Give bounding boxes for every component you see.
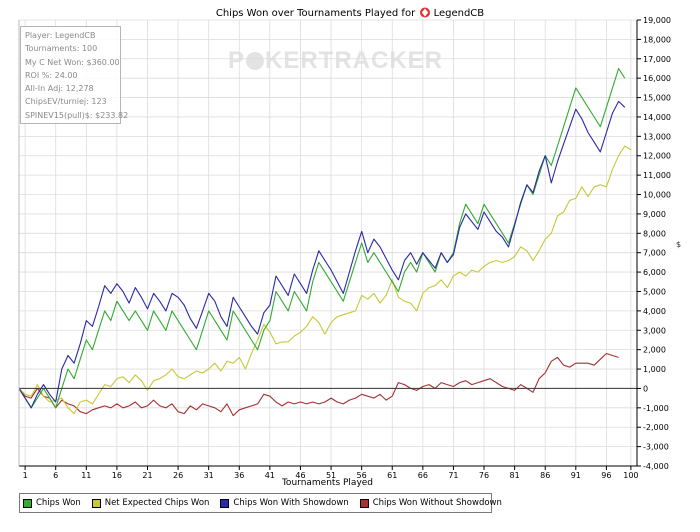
y-tick-label: -4,000 [643, 462, 669, 471]
y-tick-label: 14,000 [643, 113, 671, 122]
stat-line: ChipsEV/turniej: 123 [25, 97, 107, 107]
y-tick-label: 12,000 [643, 152, 671, 161]
x-tick-label: 96 [601, 471, 611, 480]
series-line-chips-won-with-showdown [18, 100, 626, 409]
diamond-suit-icon [420, 7, 431, 18]
x-tick-label: 31 [204, 471, 214, 480]
legend-label: Chips Won With Showdown [233, 498, 349, 508]
x-tick-label: 21 [142, 471, 152, 480]
legend-label: Net Expected Chips Won [104, 498, 210, 508]
legend-label: Chips Won Without Showdown [372, 498, 502, 508]
y-tick-label: 19,000 [643, 16, 671, 25]
stats-panel: Player: LegendCB Tournaments: 100 My C Net… [20, 26, 129, 124]
y-tick-label: 6,000 [643, 268, 666, 277]
legend-swatch [23, 498, 32, 508]
stat-line: My C Net Won: $360.00 [25, 57, 120, 67]
y-tick-label: 8,000 [643, 229, 666, 238]
legend-item: Net Expected Chips Won [91, 498, 210, 508]
watermark-right: KERTRACKER [265, 47, 444, 74]
x-tick-label: 36 [234, 471, 244, 480]
legend-item: Chips Won [23, 498, 81, 508]
pokertracker-watermark: P KERTRACKER [228, 48, 458, 74]
y-tick-label: 10,000 [643, 191, 671, 200]
x-tick-label: 100 [623, 471, 638, 480]
x-tick-label: 86 [540, 471, 550, 480]
x-tick-label: 66 [418, 471, 428, 480]
y-tick-label: 16,000 [643, 74, 671, 83]
y-tick-label: 4,000 [643, 307, 666, 316]
x-tick-label: 41 [265, 471, 275, 480]
legend-item: Chips Won With Showdown [220, 498, 349, 508]
stat-line: All-In Adj: 12,278 [25, 84, 94, 94]
y-tick-label: 11,000 [643, 171, 671, 180]
legend-swatch [91, 498, 101, 508]
grid-lines [19, 19, 637, 467]
legend-item: Chips Won Without Showdown [359, 498, 502, 508]
poker-chip-icon [246, 52, 265, 70]
y-axis-label: $ [676, 240, 682, 249]
y-tick-label: 18,000 [643, 35, 671, 44]
y-tick-label: 15,000 [643, 94, 671, 103]
y-tick-label: 3,000 [643, 326, 666, 335]
chart-legend: Chips Won Net Expected Chips Won Chips Won… [19, 493, 502, 513]
y-tick-label: 2,000 [643, 346, 666, 355]
y-tick-label: 17,000 [643, 55, 671, 64]
stat-line: SPINEV15(pull)$: $233.82 [25, 110, 129, 120]
axes: -4,000 -3,000 -2,000 -1,000 0 1,000 2,000 3,000… [18, 16, 671, 480]
chart-title-player: LegendCB [433, 8, 485, 19]
x-tick-label: 26 [173, 471, 183, 480]
y-tick-label: -3,000 [643, 443, 669, 452]
y-tick-label: 1,000 [643, 365, 666, 374]
x-tick-label: 81 [510, 471, 520, 480]
x-tick-label: 46 [295, 471, 305, 480]
stat-line: ROI %: 24.00 [25, 70, 78, 80]
y-tick-label: 9,000 [643, 210, 666, 219]
stat-line: Tournaments: 100 [25, 44, 98, 54]
series-lines [18, 67, 632, 417]
x-tick-label: 61 [387, 471, 397, 480]
legend-swatch [359, 498, 369, 508]
x-tick-label: 51 [326, 471, 336, 480]
x-tick-label: 6 [53, 471, 58, 480]
y-tick-label: -1,000 [643, 404, 669, 413]
x-tick-label: 76 [479, 471, 489, 480]
chart-title: Chips Won over Tournaments Played for Le… [0, 7, 700, 21]
stat-line: Player: LegendCB [25, 31, 96, 40]
y-tick-label: -2,000 [643, 423, 669, 432]
series-line-net-expected-chips-won [18, 145, 632, 415]
x-tick-label: 91 [571, 471, 581, 480]
chart-title-text: Chips Won over Tournaments Played for [215, 8, 416, 19]
y-tick-label: 0 [643, 384, 648, 393]
x-axis-label: Tournaments Played [281, 478, 374, 488]
y-tick-label: 13,000 [643, 132, 671, 141]
legend-swatch [220, 498, 230, 508]
x-tick-label: 71 [448, 471, 458, 480]
legend-label: Chips Won [36, 498, 81, 508]
x-tick-label: 1 [23, 471, 28, 480]
y-tick-label: 7,000 [643, 249, 666, 258]
x-tick-label: 56 [357, 471, 367, 480]
x-tick-label: 11 [81, 471, 91, 480]
y-tick-label: 5,000 [643, 287, 666, 296]
x-tick-label: 16 [112, 471, 122, 480]
watermark-left: P [228, 47, 246, 74]
series-line-chips-won-without-showdown [18, 352, 619, 417]
